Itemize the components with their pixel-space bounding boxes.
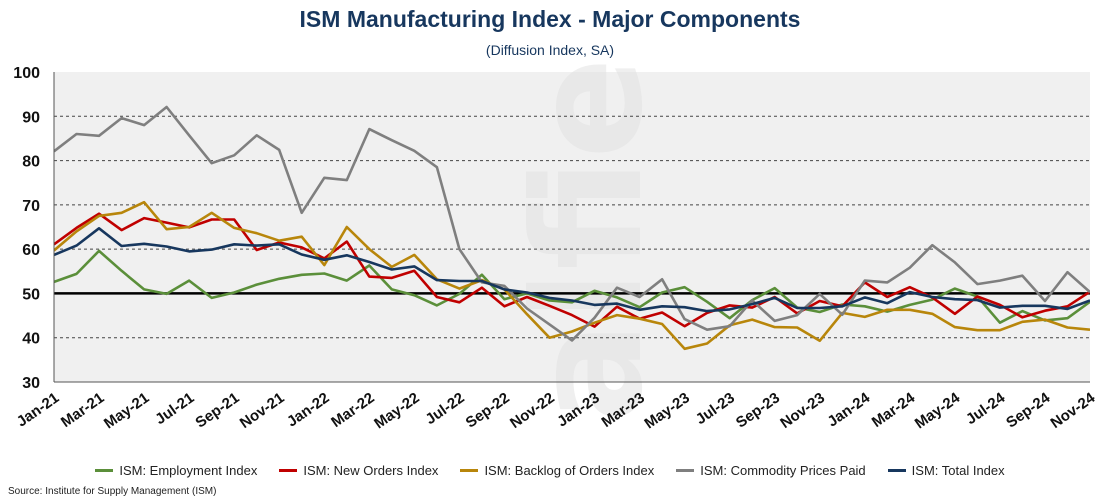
source-note: Source: Institute for Supply Management … [8, 486, 217, 497]
x-tick-label: Jul-22 [422, 389, 467, 428]
y-tick-label: 80 [22, 154, 40, 171]
x-tick-label: Jan-24 [824, 389, 873, 431]
chart-subtitle: (Diffusion Index, SA) [485, 42, 615, 58]
y-tick-label: 90 [22, 109, 40, 126]
x-tick-label: Sep-23 [733, 389, 783, 431]
line-segment-icon [279, 469, 298, 472]
x-tick-label: Jan-22 [284, 389, 333, 430]
x-tick-label: Nov-24 [1048, 389, 1099, 432]
x-tick-label: Jul-21 [152, 389, 197, 428]
line-segment-icon [887, 469, 906, 472]
x-tick-label: Jul-24 [963, 389, 1009, 428]
x-tick-label: Mar-21 [58, 389, 107, 431]
series-line-3 [54, 105, 1090, 342]
legend-label: ISM: Employment Index [119, 463, 258, 478]
chart-title: ISM Manufacturing Index - Major Componen… [299, 6, 801, 32]
legend-item-employment: ISM: Employment Index [95, 463, 257, 478]
y-tick-label: 50 [22, 286, 40, 303]
legend-label: ISM: Total Index [911, 463, 1005, 478]
y-tick-label: 60 [22, 242, 40, 259]
legend-item-total: ISM: Total Index [887, 463, 1005, 478]
line-segment-icon [676, 469, 695, 472]
series-line-2 [54, 200, 1090, 351]
x-tick-label: Sep-21 [192, 389, 242, 431]
legend-label: ISM: New Orders Index [303, 463, 439, 478]
y-tick-label: 30 [22, 375, 40, 392]
x-tick-label: May-24 [912, 389, 964, 432]
x-tick-label: Mar-24 [869, 389, 919, 431]
y-tick-label: 40 [22, 331, 40, 348]
legend-label: ISM: Backlog of Orders Index [484, 463, 655, 478]
x-tick-label: May-22 [371, 389, 422, 432]
x-tick-label: May-21 [101, 389, 152, 432]
watermark-logo: alfie [502, 57, 676, 423]
x-tick-label: Nov-23 [777, 389, 828, 432]
legend-item-backlog: ISM: Backlog of Orders Index [460, 463, 654, 478]
y-tick-label: 100 [13, 65, 40, 82]
line-segment-icon [460, 469, 479, 472]
series-line-0 [54, 249, 1090, 325]
x-tick-label: Nov-21 [237, 389, 288, 432]
x-tick-label: Jan-21 [14, 389, 63, 430]
series-line-1 [54, 212, 1090, 328]
legend-label: ISM: Commodity Prices Paid [700, 463, 866, 478]
legend-item-commodity-prices: ISM: Commodity Prices Paid [676, 463, 866, 478]
series-line-4 [54, 227, 1090, 313]
x-tick-label: Sep-24 [1003, 389, 1054, 432]
x-tick-label: Mar-22 [328, 389, 377, 431]
x-tick-label: Jul-23 [693, 389, 738, 428]
svg-text:alfie: alfie [502, 57, 676, 423]
legend: ISM: Employment Index ISM: New Orders In… [0, 463, 1100, 478]
y-tick-label: 70 [22, 198, 40, 215]
legend-item-new-orders: ISM: New Orders Index [279, 463, 438, 478]
line-segment-icon [95, 469, 114, 472]
